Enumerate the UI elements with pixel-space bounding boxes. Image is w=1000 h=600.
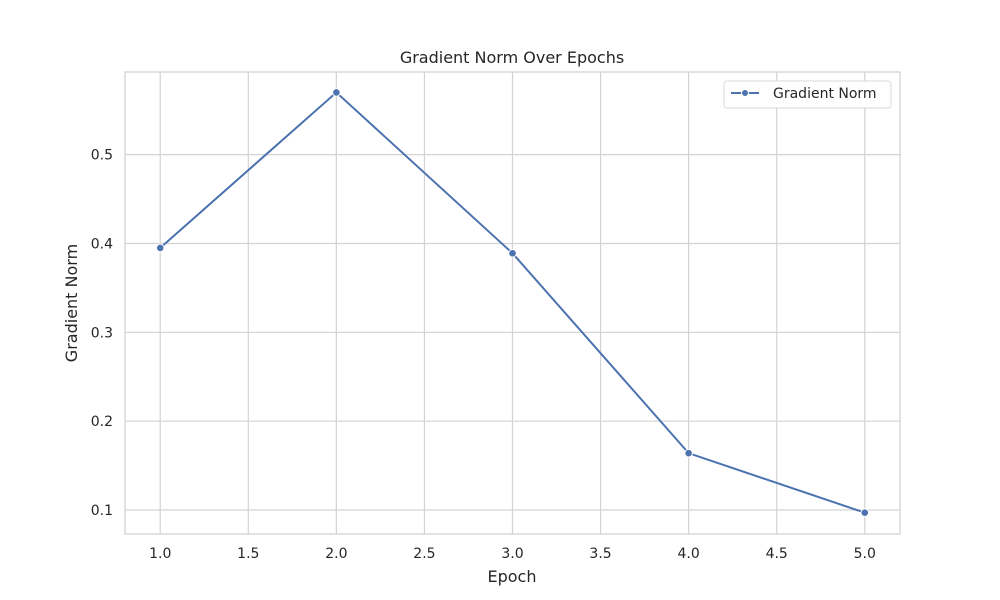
x-grid bbox=[159, 72, 866, 534]
x-tick-label: 1.0 bbox=[149, 546, 171, 562]
legend-label: Gradient Norm bbox=[773, 86, 877, 102]
y-tick-label: 0.5 bbox=[91, 148, 113, 164]
x-tick-label: 3.5 bbox=[589, 546, 611, 562]
y-axis-label: Gradient Norm bbox=[62, 244, 81, 362]
x-tick-label: 1.5 bbox=[237, 546, 259, 562]
legend: Gradient Norm bbox=[723, 80, 892, 109]
x-tick-label: 2.5 bbox=[413, 546, 435, 562]
y-tick-label: 0.3 bbox=[91, 325, 113, 341]
gradient-norm-point bbox=[332, 88, 341, 97]
gradient-norm-point bbox=[860, 508, 870, 517]
y-tick-label: 0.2 bbox=[91, 414, 113, 430]
x-tick-label: 5.0 bbox=[854, 546, 876, 562]
legend-box bbox=[723, 80, 892, 109]
gradient-norm-point bbox=[684, 448, 693, 458]
y-tick-label: 0.4 bbox=[91, 236, 113, 252]
x-tick-label: 2.0 bbox=[325, 546, 347, 562]
gradient-norm-points bbox=[155, 88, 870, 517]
y-tick-label: 0.1 bbox=[91, 503, 113, 519]
x-tick-labels: 1.0 1.5 2.0 2.5 3.0 3.5 4.0 4.5 5.0 bbox=[149, 546, 876, 562]
x-tick-label: 4.5 bbox=[766, 546, 788, 562]
legend-marker-icon bbox=[741, 89, 749, 97]
y-grid bbox=[125, 154, 900, 511]
chart-title: Gradient Norm Over Epochs bbox=[400, 48, 624, 67]
gradient-norm-point bbox=[508, 248, 517, 258]
series-layer bbox=[155, 88, 870, 517]
x-axis-label: Epoch bbox=[488, 567, 537, 586]
x-tick-label: 4.0 bbox=[678, 546, 700, 562]
gradient-norm-point bbox=[155, 243, 165, 253]
x-tick-label: 3.0 bbox=[501, 546, 523, 562]
y-tick-labels: 0.1 0.2 0.3 0.4 0.5 bbox=[91, 148, 113, 519]
